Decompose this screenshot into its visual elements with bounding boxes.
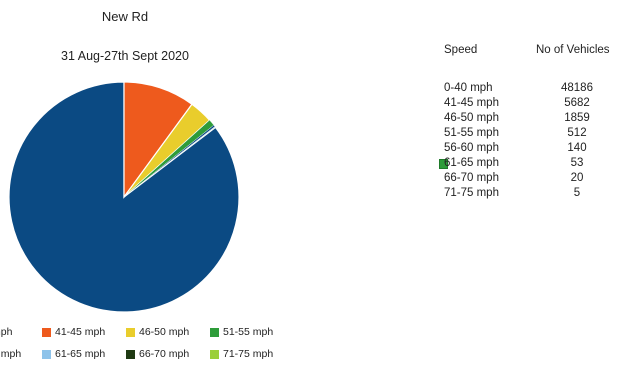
legend-swatch [42, 327, 51, 337]
legend-item: 71-75 mph [210, 348, 273, 360]
legend-item: mph [0, 326, 12, 338]
speed-cell: 46-50 mph [444, 112, 499, 124]
table-row: 51-55 mph 512 [444, 127, 642, 142]
legend-label: 41-45 mph [55, 326, 106, 338]
count-cell: 48186 [561, 82, 593, 94]
table-row: 61-65 mph 53 [439, 157, 642, 172]
table-row: 41-45 mph 5682 [444, 97, 642, 112]
speed-cell: 41-45 mph [444, 97, 499, 109]
chart-subtitle: 31 Aug-27th Sept 2020 [61, 49, 189, 63]
legend-item: 51-55 mph [210, 326, 273, 338]
speed-cell: 51-55 mph [444, 127, 499, 139]
table-row: 56-60 mph 140 [444, 142, 642, 157]
speed-cell: 66-70 mph [444, 172, 499, 184]
legend-label: 51-55 mph [223, 326, 274, 338]
count-cell: 20 [570, 172, 584, 184]
legend-item: 61-65 mph [42, 348, 105, 360]
legend-label: mph [0, 326, 13, 338]
legend-swatch [210, 349, 219, 359]
table-row: 0-40 mph 48186 [444, 82, 642, 97]
speed-cell: 71-75 mph [444, 187, 499, 199]
legend-label: 66-70 mph [139, 348, 190, 360]
speed-column-header: Speed [444, 44, 478, 56]
count-cell: 1859 [564, 112, 590, 124]
count-cell: 512 [567, 127, 587, 139]
table-row: 46-50 mph 1859 [444, 112, 642, 127]
speed-cell: 56-60 mph [444, 142, 499, 154]
count-cell: 5 [573, 187, 581, 199]
legend-swatch [126, 349, 135, 359]
legend-item: 46-50 mph [126, 326, 189, 338]
legend-swatch [42, 349, 51, 359]
legend-label: 0 mph [0, 348, 22, 360]
legend-item: 41-45 mph [42, 326, 105, 338]
legend-item: 0 mph [0, 348, 21, 360]
table-row: 66-70 mph 20 [444, 172, 642, 187]
legend-label: 46-50 mph [139, 326, 190, 338]
row-marker [439, 159, 448, 169]
legend-swatch [210, 327, 219, 337]
speed-cell: 0-40 mph [444, 82, 493, 94]
legend-item: 66-70 mph [126, 348, 189, 360]
legend-label: 71-75 mph [223, 348, 274, 360]
count-cell: 140 [567, 142, 587, 154]
table-row: 71-75 mph 5 [444, 187, 642, 202]
legend-label: 61-65 mph [55, 348, 106, 360]
vehicles-column-header: No of Vehicles [536, 44, 610, 56]
count-cell: 53 [570, 157, 584, 169]
pie-chart [8, 81, 240, 313]
legend-swatch [126, 327, 135, 337]
count-cell: 5682 [564, 97, 590, 109]
chart-title: New Rd [101, 9, 149, 24]
speed-cell: 61-65 mph [444, 157, 499, 169]
pie-slice-71-75-mph [123, 127, 216, 198]
pie-slice-41-45-mph [123, 81, 193, 199]
